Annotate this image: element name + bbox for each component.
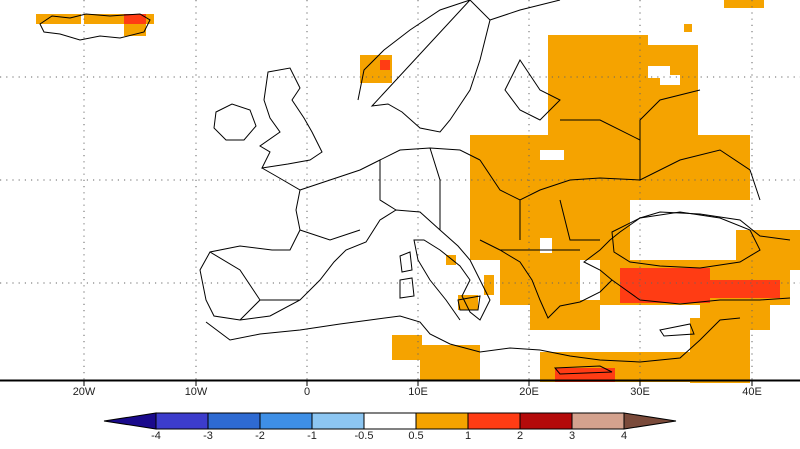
colorbar-above-max xyxy=(623,412,677,430)
anomaly-strong-region xyxy=(124,14,780,382)
colorbar-tick: -4 xyxy=(151,430,161,442)
graticule xyxy=(0,0,800,380)
lon-label-10e: 10E xyxy=(408,386,428,398)
coastlines xyxy=(39,0,791,375)
longitude-ticks xyxy=(83,381,753,386)
lon-label-30e: 30E xyxy=(630,386,650,398)
colorbar-bin-7 xyxy=(467,412,521,430)
lon-label-10w: 10W xyxy=(184,386,208,398)
colorbar-bin-2 xyxy=(207,412,261,430)
colorbar-tick: -2 xyxy=(255,430,265,442)
colorbar-bin-neutral xyxy=(363,412,417,430)
colorbar-bin-4 xyxy=(311,412,365,430)
colorbar-bin-8 xyxy=(519,412,573,430)
colorbar-tick: -1 xyxy=(307,430,317,442)
colorbar-tick: 0.5 xyxy=(408,430,424,442)
lon-label-0: 0 xyxy=(303,386,311,398)
colorbar-bin-9 xyxy=(571,412,625,430)
colorbar-bin-3 xyxy=(259,412,313,430)
colorbar-tick: 3 xyxy=(568,430,576,442)
anomaly-moderate-region xyxy=(36,0,800,383)
colorbar-bin-6 xyxy=(415,412,469,430)
colorbar xyxy=(103,412,677,430)
lon-label-20e: 20E xyxy=(519,386,539,398)
colorbar-bin-1 xyxy=(155,412,209,430)
colorbar-tick: 2 xyxy=(516,430,524,442)
colorbar-tick: -0.5 xyxy=(354,430,374,442)
colorbar-tick: 1 xyxy=(464,430,472,442)
colorbar-tick: -3 xyxy=(203,430,213,442)
anomaly-gaps xyxy=(540,66,680,253)
colorbar-below-min xyxy=(103,412,157,430)
lon-label-20w: 20W xyxy=(72,386,96,398)
colorbar-tick: 4 xyxy=(620,430,628,442)
lon-label-40e: 40E xyxy=(742,386,762,398)
